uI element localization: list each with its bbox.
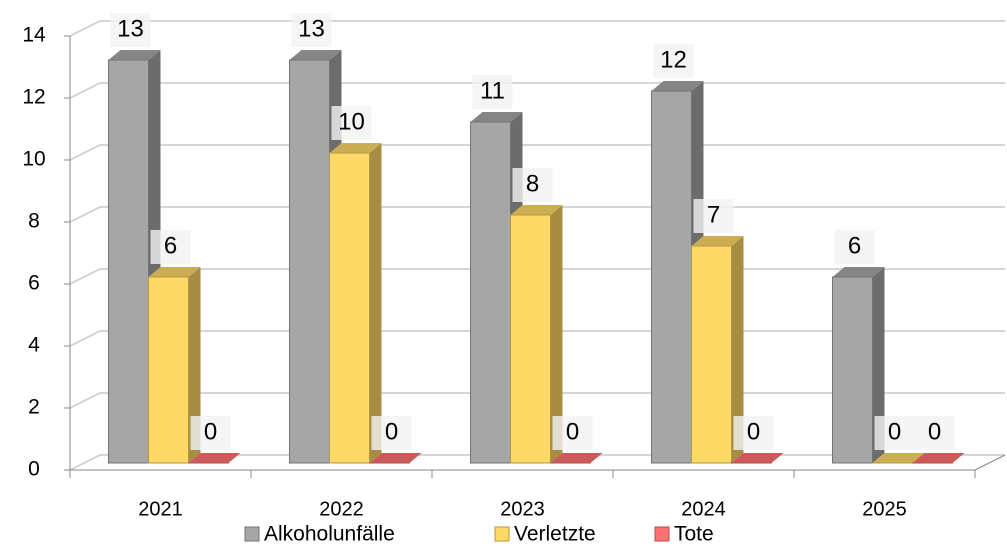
value-label: 0 [928, 418, 941, 445]
value-label: 12 [660, 46, 687, 73]
value-label-bg [331, 106, 372, 140]
value-label-bg [371, 416, 412, 450]
bar [651, 90, 692, 464]
x-tick-label: 2021 [138, 498, 183, 520]
bar-top [651, 81, 704, 91]
x-tick-label: 2022 [319, 498, 364, 520]
bar-top [550, 453, 603, 463]
value-label: 13 [298, 15, 325, 42]
bar [470, 121, 511, 464]
bar-top [691, 236, 744, 246]
value-label: 0 [385, 418, 398, 445]
bar [691, 245, 732, 464]
value-label-bg [472, 75, 513, 109]
value-label-bg [150, 230, 191, 264]
bar-top [510, 205, 563, 215]
grid-line [69, 20, 1005, 37]
value-label: 0 [747, 418, 760, 445]
bar-top [108, 50, 161, 60]
bar-side [731, 236, 744, 463]
bar-top [289, 50, 342, 60]
legend-swatch [494, 526, 510, 542]
value-label-bg [693, 199, 734, 233]
y-tick-label: 12 [22, 86, 45, 109]
grid-line [69, 82, 1005, 99]
x-tick-label: 2025 [862, 498, 907, 520]
legend-label: Verletzte [514, 523, 596, 546]
y-tick-label: 4 [28, 334, 40, 357]
bar-top [470, 112, 523, 122]
bar-top [369, 453, 422, 463]
y-tick-label: 10 [22, 148, 45, 171]
bar [108, 59, 149, 464]
value-label-bg [914, 416, 955, 450]
value-label: 7 [707, 201, 720, 228]
bar-top [731, 453, 784, 463]
bar-top [148, 267, 201, 277]
value-label-bg [834, 230, 875, 264]
value-label-bg [552, 416, 593, 450]
bar-side [188, 267, 201, 463]
x-tick-label: 2024 [681, 498, 726, 520]
bar-side [550, 205, 563, 463]
bar-top [912, 453, 965, 463]
value-label: 10 [338, 108, 365, 135]
bar-side [369, 143, 382, 463]
bar [329, 152, 370, 464]
bar [289, 59, 330, 464]
value-label-bg [110, 13, 151, 47]
value-label-bg [653, 44, 694, 78]
bar-top [188, 453, 241, 463]
y-tick-label: 8 [28, 210, 40, 233]
value-label: 0 [888, 418, 901, 445]
legend-label: Tote [674, 523, 714, 546]
value-label: 8 [526, 170, 539, 197]
y-tick-label: 2 [28, 396, 40, 419]
floor-edge [974, 454, 1006, 471]
y-tick-label: 14 [22, 24, 46, 47]
value-label: 6 [164, 232, 177, 259]
bar [832, 276, 873, 464]
legend-swatch [654, 526, 670, 542]
bar-side [872, 267, 885, 463]
value-label-bg [733, 416, 774, 450]
bar-top [872, 453, 925, 463]
value-label: 0 [566, 418, 579, 445]
legend-label: Alkoholunfälle [264, 523, 395, 546]
value-label: 13 [117, 15, 144, 42]
value-label-bg [190, 416, 231, 450]
y-tick-label: 6 [28, 272, 40, 295]
bar [510, 214, 551, 464]
bar-top [329, 143, 382, 153]
value-label: 11 [480, 77, 505, 104]
value-label: 6 [848, 232, 861, 259]
bar-top [832, 267, 885, 277]
y-tick-label: 0 [28, 458, 40, 481]
grid-line [69, 144, 1005, 161]
bar [148, 276, 189, 464]
value-label-bg [291, 13, 332, 47]
value-label-bg [874, 416, 915, 450]
legend-swatch [244, 526, 260, 542]
value-label: 0 [204, 418, 217, 445]
x-tick-label: 2023 [500, 498, 545, 520]
value-label-bg [512, 168, 553, 202]
